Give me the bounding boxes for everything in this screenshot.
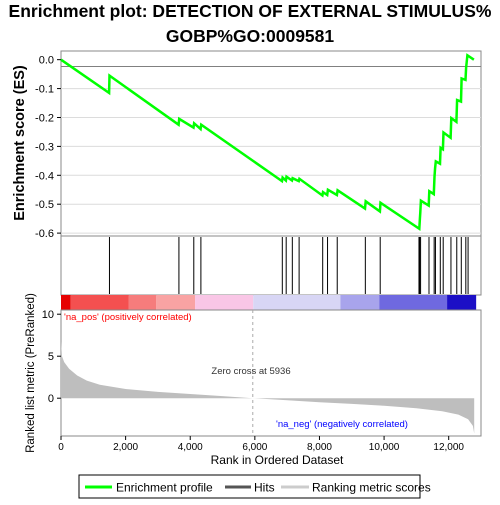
legend-label-ranking: Ranking metric scores — [312, 481, 431, 495]
ranking-colorbar — [61, 295, 477, 310]
metric-ytick-label: 0 — [48, 393, 54, 405]
colorbar-segment — [379, 295, 448, 310]
chart-title-line2: GOBP%GO:0009581 — [166, 26, 335, 46]
metric-xtick-label: 8,000 — [307, 442, 332, 453]
es-y-axis-label: Enrichment score (ES) — [12, 65, 28, 221]
chart-title-line1: Enrichment plot: DETECTION OF EXTERNAL S… — [9, 1, 492, 21]
metric-x-axis-label: Rank in Ordered Dataset — [211, 453, 344, 467]
es-ytick-label: -0.4 — [35, 170, 54, 182]
metric-plot-frame — [60, 309, 482, 437]
legend-label-enrichment: Enrichment profile — [116, 481, 213, 495]
legend: Enrichment profile Hits Ranking metric s… — [78, 474, 431, 499]
metric-xtick-label: 2,000 — [113, 442, 138, 453]
es-profile-line — [60, 53, 475, 232]
es-ytick-label: -0.5 — [35, 199, 54, 211]
colorbar-segment — [253, 295, 341, 310]
es-ytick-label: -0.2 — [35, 112, 54, 124]
es-ytick-label: -0.3 — [35, 141, 54, 153]
na-pos-label: 'na_pos' (positively correlated) — [64, 312, 192, 323]
metric-ytick-label: 10 — [42, 309, 54, 321]
metric-ytick-label: 5 — [48, 351, 54, 363]
colorbar-segment — [70, 295, 129, 310]
metric-xtick-label: 12,000 — [433, 442, 464, 453]
metric-xtick-label: 0 — [58, 442, 64, 453]
metric-xtick-label: 10,000 — [369, 442, 400, 453]
colorbar-segment — [447, 295, 477, 310]
es-ytick-label: -0.1 — [35, 84, 54, 96]
metric-y-axis-label: Ranked list metric (PreRanked) — [25, 293, 37, 453]
colorbar-segment — [61, 295, 71, 310]
colorbar-segment — [128, 295, 157, 310]
zero-cross-label: Zero cross at 5936 — [211, 366, 290, 377]
metric-xtick-label: 4,000 — [178, 442, 203, 453]
legend-label-hits: Hits — [254, 481, 275, 495]
es-panel: 0.0 -0.1 -0.2 -0.3 -0.4 -0.5 -0.6 Enrichment s… — [12, 50, 482, 240]
es-ytick-label: 0.0 — [39, 55, 54, 67]
colorbar-segment — [195, 295, 254, 310]
na-neg-label: 'na_neg' (negatively correlated) — [276, 419, 408, 430]
es-ytick-label: -0.6 — [35, 228, 54, 240]
hits-panel — [60, 235, 482, 296]
metric-xtick-label: 6,000 — [242, 442, 267, 453]
colorbar-segment — [156, 295, 196, 310]
colorbar-segment — [340, 295, 380, 310]
metric-panel: Zero cross at 5936 'na_pos' (positively … — [25, 293, 482, 467]
es-plot-frame — [60, 50, 482, 237]
hits-frame — [60, 235, 482, 296]
